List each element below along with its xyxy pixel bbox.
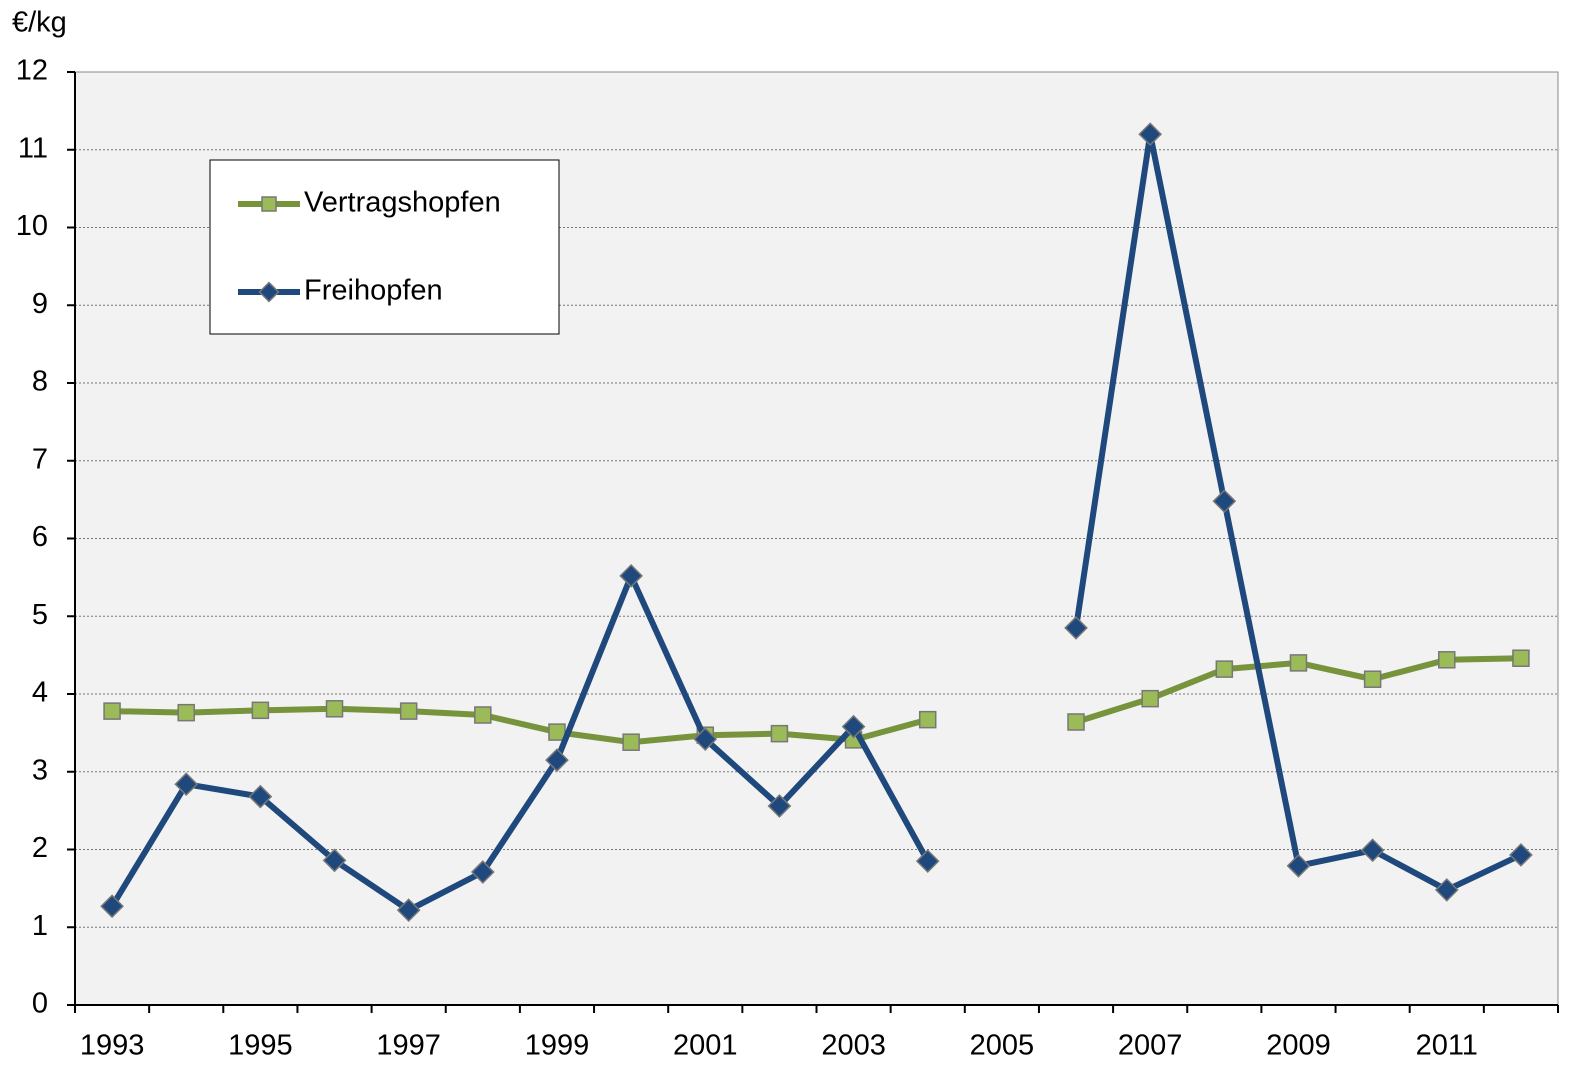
x-tick-label: 2005 xyxy=(970,1030,1035,1062)
marker xyxy=(1509,843,1533,867)
marker xyxy=(399,702,418,720)
legend-box xyxy=(209,159,560,335)
marker xyxy=(841,714,866,739)
x-tick-label: 2011 xyxy=(1416,1030,1478,1062)
marker xyxy=(622,733,640,751)
y-axis-label: €/kg xyxy=(12,7,67,39)
marker xyxy=(545,748,569,772)
marker xyxy=(396,898,421,923)
y-tick-label: 5 xyxy=(32,599,48,631)
marker xyxy=(251,701,270,720)
marker xyxy=(1064,616,1088,640)
marker xyxy=(1363,670,1382,688)
marker xyxy=(1215,660,1234,678)
legend-label: Vertragshopfen xyxy=(304,187,501,219)
marker xyxy=(322,848,347,873)
marker xyxy=(1512,649,1530,667)
marker xyxy=(248,784,273,809)
y-tick-label: 9 xyxy=(32,288,48,320)
y-tick-label: 12 xyxy=(16,55,48,87)
y-tick-label: 7 xyxy=(32,443,48,475)
marker xyxy=(693,727,718,751)
y-tick-label: 0 xyxy=(32,988,48,1020)
y-tick-label: 4 xyxy=(32,677,48,709)
y-tick-label: 11 xyxy=(18,132,48,164)
marker xyxy=(1212,489,1237,514)
x-tick-label: 1995 xyxy=(228,1030,293,1062)
legend-label: Freihopfen xyxy=(304,275,443,307)
y-tick-label: 1 xyxy=(32,910,48,942)
marker xyxy=(915,849,940,874)
x-tick-label: 2003 xyxy=(821,1030,886,1062)
marker xyxy=(1067,713,1085,731)
x-tick-label: 1997 xyxy=(376,1030,441,1062)
marker xyxy=(619,563,643,588)
marker xyxy=(177,703,195,722)
marker xyxy=(1289,654,1308,672)
marker xyxy=(100,894,124,919)
marker xyxy=(548,723,566,741)
y-tick-label: 8 xyxy=(32,366,48,398)
y-tick-label: 3 xyxy=(32,754,48,786)
x-tick-label: 2001 xyxy=(673,1030,738,1062)
marker xyxy=(474,706,492,724)
marker xyxy=(1286,853,1311,878)
x-tick-label: 1993 xyxy=(80,1030,145,1062)
x-tick-label: 2007 xyxy=(1118,1030,1183,1062)
marker xyxy=(325,700,344,718)
marker xyxy=(174,772,199,797)
marker xyxy=(1141,689,1159,708)
marker xyxy=(258,281,280,303)
marker xyxy=(918,710,937,729)
marker xyxy=(770,724,789,743)
marker xyxy=(1360,838,1385,863)
y-tick-label: 6 xyxy=(32,521,48,553)
y-tick-label: 2 xyxy=(32,832,48,864)
y-tick-label: 10 xyxy=(16,210,48,242)
x-tick-label: 2009 xyxy=(1266,1030,1331,1062)
marker xyxy=(1434,878,1459,902)
x-tick-label: 1999 xyxy=(525,1030,590,1062)
marker xyxy=(470,860,495,884)
marker xyxy=(103,702,121,720)
marker xyxy=(261,196,277,212)
marker xyxy=(1138,122,1163,147)
marker xyxy=(767,794,792,818)
marker xyxy=(1438,651,1456,669)
